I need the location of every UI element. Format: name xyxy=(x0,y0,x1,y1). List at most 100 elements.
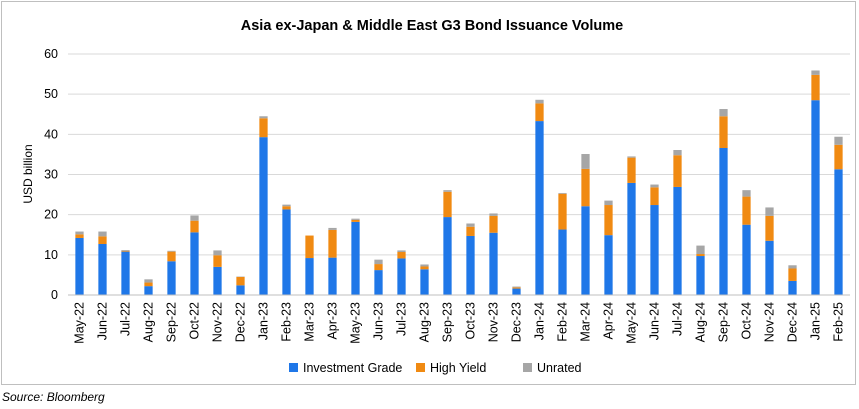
x-tick-label: Oct-24 xyxy=(740,302,754,340)
bar-investment-grade xyxy=(788,280,797,295)
bar-unrated xyxy=(167,250,176,252)
bar-investment-grade xyxy=(765,240,774,295)
bar-unrated xyxy=(535,99,544,104)
bar-unrated xyxy=(443,190,452,192)
bar-investment-grade xyxy=(305,258,314,295)
bar-high-yield xyxy=(742,196,751,225)
y-tick-label: 50 xyxy=(44,87,58,101)
bar-high-yield xyxy=(190,220,199,233)
bar-unrated xyxy=(581,154,590,169)
bar-high-yield xyxy=(719,116,728,148)
bar-unrated xyxy=(98,231,107,237)
bar-unrated xyxy=(512,286,521,288)
bar-investment-grade xyxy=(397,258,406,295)
bar-investment-grade xyxy=(213,266,222,295)
legend-label: Investment Grade xyxy=(303,361,402,375)
x-tick-label: Apr-23 xyxy=(326,302,340,340)
x-tick-label: Aug-22 xyxy=(142,302,156,342)
bar-high-yield xyxy=(466,226,475,236)
x-tick-label: Nov-23 xyxy=(487,302,501,342)
y-tick-label: 40 xyxy=(44,127,58,141)
bar-investment-grade xyxy=(443,217,452,295)
bar-investment-grade xyxy=(466,235,475,295)
chart-title: Asia ex-Japan & Middle East G3 Bond Issu… xyxy=(241,18,623,34)
x-tick-label: Oct-22 xyxy=(188,302,202,340)
y-tick-label: 30 xyxy=(44,168,58,182)
bar-unrated xyxy=(558,192,567,194)
x-tick-label: Dec-23 xyxy=(510,302,524,342)
x-tick-label: Jun-24 xyxy=(648,302,662,340)
bar-high-yield xyxy=(420,266,429,270)
bar-investment-grade xyxy=(75,237,84,295)
bar-high-yield xyxy=(75,234,84,238)
bar-investment-grade xyxy=(742,224,751,295)
bar-investment-grade xyxy=(190,232,199,295)
bar-investment-grade xyxy=(558,229,567,295)
bar-high-yield xyxy=(581,168,590,207)
x-tick-label: Nov-22 xyxy=(211,302,225,342)
x-tick-label: May-22 xyxy=(73,302,87,344)
bar-high-yield xyxy=(351,219,360,222)
bar-unrated xyxy=(489,213,498,216)
bar-high-yield xyxy=(765,215,774,241)
bar-investment-grade xyxy=(328,257,337,295)
bar-unrated xyxy=(282,204,291,207)
bar-investment-grade xyxy=(420,269,429,295)
x-tick-label: Jul-23 xyxy=(395,302,409,336)
bar-unrated xyxy=(144,279,153,283)
bar-high-yield xyxy=(558,193,567,230)
y-tick-label: 10 xyxy=(44,248,58,262)
x-tick-label: Apr-24 xyxy=(602,302,616,340)
x-tick-label: Oct-23 xyxy=(464,302,478,340)
source-note: Source: Bloomberg xyxy=(2,390,105,404)
bar-high-yield xyxy=(236,276,245,286)
bar-unrated xyxy=(719,109,728,117)
y-tick-label: 0 xyxy=(51,288,58,302)
bar-high-yield xyxy=(512,287,521,289)
y-tick-label: 20 xyxy=(44,208,58,222)
bar-high-yield xyxy=(305,235,314,259)
bar-investment-grade xyxy=(512,288,521,295)
legend-swatch xyxy=(523,363,532,372)
bar-investment-grade xyxy=(167,261,176,295)
bar-unrated xyxy=(788,265,797,269)
bar-investment-grade xyxy=(374,270,383,295)
bar-investment-grade xyxy=(351,221,360,295)
bar-unrated xyxy=(75,231,84,235)
bar-investment-grade xyxy=(834,169,843,295)
bar-high-yield xyxy=(811,74,820,101)
x-tick-labels: May-22 Jun-22 Jul-22 Aug-22 Sep-22 Oct-22 Nov-… xyxy=(73,302,846,344)
bar-investment-grade xyxy=(581,206,590,295)
y-tick-label: 60 xyxy=(44,47,58,61)
bar-investment-grade xyxy=(98,243,107,295)
bar-unrated xyxy=(765,207,774,216)
x-tick-label: Jul-22 xyxy=(119,302,133,336)
bar-unrated xyxy=(374,259,383,265)
chart-frame: Asia ex-Japan & Middle East G3 Bond Issu… xyxy=(1,1,856,385)
bars xyxy=(75,70,843,295)
bar-investment-grade xyxy=(282,209,291,295)
bar-unrated xyxy=(213,250,222,256)
bar-high-yield xyxy=(328,229,337,258)
x-tick-label: May-23 xyxy=(349,302,363,344)
bar-high-yield xyxy=(121,250,130,252)
bar-unrated xyxy=(650,184,659,188)
bar-unrated xyxy=(351,218,360,220)
bar-high-yield xyxy=(213,255,222,267)
x-tick-label: Sep-22 xyxy=(165,302,179,342)
bar-high-yield xyxy=(144,282,153,287)
bar-high-yield xyxy=(650,187,659,206)
bar-unrated xyxy=(190,215,199,221)
bar-high-yield xyxy=(98,236,107,244)
x-tick-label: Sep-23 xyxy=(441,302,455,342)
bar-unrated xyxy=(328,227,337,230)
x-tick-label: Sep-24 xyxy=(717,302,731,342)
bar-investment-grade xyxy=(121,251,130,295)
bar-high-yield xyxy=(627,157,636,183)
x-tick-label: Jan-23 xyxy=(257,302,271,340)
bar-high-yield xyxy=(282,206,291,210)
x-tick-label: Nov-24 xyxy=(763,302,777,342)
y-tick-labels: 0 10 20 30 40 50 60 xyxy=(44,47,58,302)
x-tick-label: Mar-23 xyxy=(303,302,317,342)
bar-unrated xyxy=(696,245,705,255)
